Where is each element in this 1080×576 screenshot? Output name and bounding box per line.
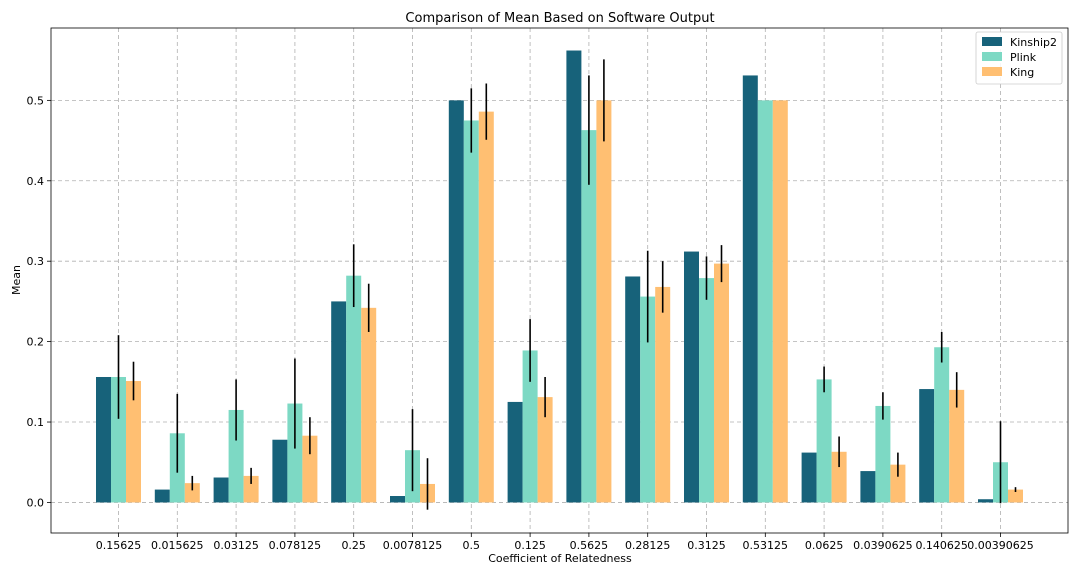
x-tick-label: 0.25 (341, 539, 366, 552)
legend-swatch (982, 37, 1002, 46)
x-axis-ticks: 0.15625 0.015625 0.03125 0.078125 0.25 0.0078… (96, 533, 1034, 552)
x-tick-label: 0.125 (514, 539, 546, 552)
bar-kinship2 (154, 489, 170, 503)
legend-label: Kinship2 (1010, 36, 1057, 49)
bar-king (1008, 489, 1023, 503)
x-tick-label: 0.15625 (96, 539, 142, 552)
bar-kinship2 (625, 276, 641, 503)
bar-plink (287, 403, 303, 503)
error-bars (117, 59, 1017, 510)
bar-kinship2 (448, 100, 464, 503)
y-tick-label: 0.1 (27, 416, 45, 429)
chart-title: Comparison of Mean Based on Software Out… (405, 11, 714, 26)
bar-kinship2 (801, 452, 817, 503)
x-tick-label: 0.0390625 (853, 539, 913, 552)
bar-kinship2 (272, 439, 288, 503)
bar-king (243, 475, 259, 503)
y-tick-label: 0.4 (27, 175, 45, 188)
x-tick-label: 0.140625 (915, 539, 968, 552)
bar-king (890, 464, 906, 503)
bar-plink (111, 376, 126, 503)
legend-swatch (982, 67, 1002, 76)
x-tick-label: 0.0625 (805, 539, 844, 552)
bar-kinship2 (507, 401, 523, 503)
x-tick-label: 0.03125 (213, 539, 259, 552)
bar-king (537, 397, 553, 503)
grid-lines (51, 28, 1068, 533)
bar-plink (757, 100, 773, 503)
bar-plink (522, 350, 538, 503)
x-tick-label: 0.3125 (687, 539, 726, 552)
bar-plink (581, 130, 597, 503)
y-tick-label: 0.2 (27, 336, 45, 349)
bar-plink (640, 296, 656, 503)
bar-plink (816, 379, 832, 503)
y-tick-label: 0.3 (27, 255, 45, 268)
bar-plink (228, 409, 244, 503)
bar-king (596, 100, 612, 503)
x-tick-label: 0.00390625 (967, 539, 1033, 552)
x-tick-label: 0.28125 (625, 539, 671, 552)
y-tick-label: 0.5 (27, 94, 45, 107)
bar-king (302, 435, 318, 503)
plot-frame (50, 27, 1069, 534)
x-tick-label: 0.0078125 (383, 539, 443, 552)
bar-king (655, 286, 671, 503)
legend-swatch (982, 52, 1002, 61)
bar-kinship2 (742, 75, 758, 503)
bar-king (126, 381, 141, 503)
bar-kinship2 (213, 477, 229, 503)
x-tick-label: 0.015625 (151, 539, 204, 552)
y-axis-ticks: 0.0 0.1 0.2 0.3 0.4 0.5 (27, 94, 51, 509)
bar-kinship2 (684, 251, 699, 503)
bar-plink (875, 405, 891, 503)
bar-plink (934, 347, 950, 503)
x-tick-label: 0.5 (463, 539, 481, 552)
x-tick-label: 0.078125 (269, 539, 322, 552)
bar-kinship2 (390, 496, 405, 503)
x-tick-label: 0.5625 (570, 539, 609, 552)
bar-plink (346, 275, 362, 503)
bar-kinship2 (566, 50, 582, 503)
y-axis-label: Mean (10, 265, 23, 295)
legend-label: King (1010, 66, 1034, 79)
bar-kinship2 (96, 376, 111, 503)
bar-king (714, 263, 729, 503)
bar-plink (699, 278, 714, 503)
x-axis-label: Coefficient of Relatedness (488, 552, 632, 565)
bar-king (184, 483, 200, 503)
bar-kinship2 (978, 499, 993, 503)
bar-king (772, 100, 788, 503)
legend: Kinship2 Plink King (975, 31, 1063, 85)
legend-label: Plink (1010, 51, 1037, 64)
y-tick-label: 0.0 (27, 496, 45, 509)
bar-kinship2 (331, 301, 347, 503)
bars (96, 50, 1023, 503)
x-tick-label: 0.53125 (743, 539, 789, 552)
bar-kinship2 (919, 389, 935, 503)
bar-plink (463, 120, 479, 503)
bar-king (831, 451, 847, 503)
bar-king (949, 389, 965, 503)
bar-king (361, 307, 377, 503)
bar-kinship2 (860, 471, 876, 503)
bar-king (478, 111, 494, 503)
